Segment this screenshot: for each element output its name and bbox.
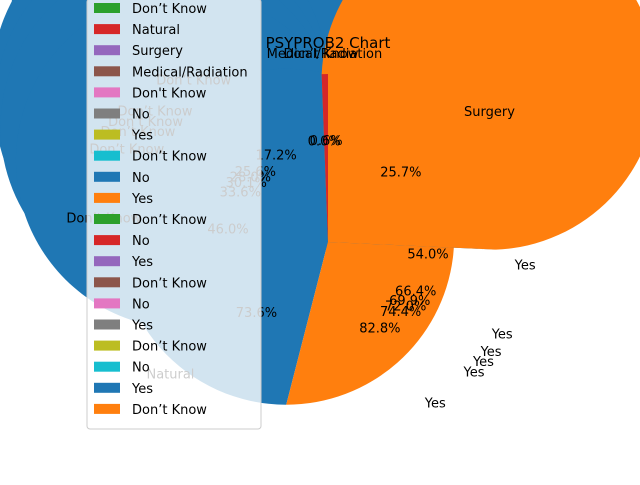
- slice-percent: 0.0%: [308, 134, 341, 149]
- legend-label: No: [132, 361, 150, 376]
- legend-label: No: [132, 108, 150, 123]
- legend-swatch: [94, 298, 120, 309]
- slice-label: Medical/Radiation: [267, 47, 383, 62]
- legend-label: Don’t Know: [132, 403, 207, 418]
- slice-percent: 25.7%: [380, 165, 421, 180]
- legend-swatch: [94, 87, 120, 98]
- legend-label: Yes: [131, 319, 153, 334]
- slice-percent: 66.4%: [395, 285, 436, 300]
- legend-swatch: [94, 171, 120, 182]
- legend-swatch: [94, 235, 120, 246]
- slice-label: Yes: [491, 328, 513, 343]
- legend-box: [86, 0, 262, 430]
- slice-percent: 74.4%: [380, 305, 421, 320]
- legend-label: Yes: [131, 192, 153, 207]
- slice-label: Yes: [514, 259, 536, 274]
- legend-swatch: [94, 3, 120, 13]
- slice-label: Yes: [463, 366, 485, 381]
- legend-swatch: [94, 340, 120, 351]
- slice-label: Yes: [472, 355, 494, 370]
- legend-swatch: [94, 382, 120, 393]
- pie-slice: [321, 0, 640, 250]
- legend-label: Don’t Know: [132, 2, 207, 17]
- legend-label: Don’t Know: [132, 150, 207, 165]
- slice-label: Don’t Know: [283, 47, 358, 62]
- legend-label: Medical/Radiation: [132, 65, 248, 80]
- legend-swatch: [94, 24, 120, 35]
- chart-title: PSYPROB2 Chart: [266, 34, 391, 52]
- legend-swatch: [94, 361, 120, 372]
- legend-label: No: [132, 234, 150, 249]
- legend-label: Yes: [131, 255, 153, 270]
- legend-label: Yes: [131, 382, 153, 397]
- legend-label: No: [132, 171, 150, 186]
- legend-swatch: [94, 45, 120, 56]
- legend-swatch: [94, 319, 120, 330]
- legend-label: Don’t Know: [132, 276, 207, 291]
- pie-7: [321, 0, 640, 250]
- legend-label: No: [132, 297, 150, 312]
- legend-label: Surgery: [132, 44, 183, 59]
- slice-label: Yes: [480, 345, 502, 360]
- slice-percent: 69.9%: [389, 294, 430, 309]
- slice-label: Surgery: [464, 105, 515, 120]
- slice-percent: 72.0%: [385, 299, 426, 314]
- slice-label: Yes: [424, 396, 446, 411]
- legend-swatch: [94, 108, 120, 119]
- slice-percent: 82.8%: [359, 321, 400, 336]
- legend-swatch: [94, 66, 120, 77]
- legend-swatch: [94, 150, 120, 161]
- legend-label: Yes: [131, 129, 153, 144]
- pie-slice: [321, 74, 328, 242]
- legend-swatch: [94, 277, 120, 288]
- slice-percent: 17.2%: [255, 149, 296, 164]
- slice-percent: 54.0%: [407, 248, 448, 263]
- slice-percent: 0.6%: [310, 134, 343, 149]
- legend-label: Natural: [132, 23, 180, 38]
- legend-swatch: [94, 214, 120, 224]
- legend-swatch: [94, 403, 120, 414]
- legend-label: Don’t Know: [132, 213, 207, 228]
- legend-swatch: [94, 192, 120, 203]
- legend-label: Don’t Know: [132, 340, 207, 355]
- legend-swatch: [94, 256, 120, 267]
- legend-label: Don't Know: [132, 86, 207, 101]
- legend-swatch: [94, 129, 120, 140]
